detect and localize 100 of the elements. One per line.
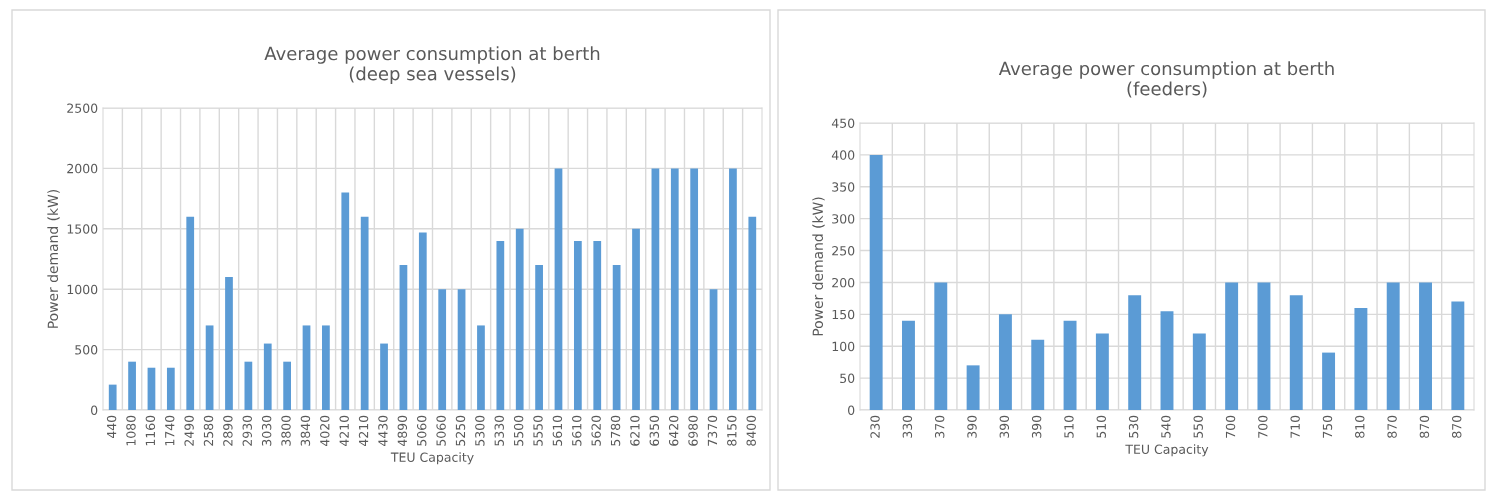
bar xyxy=(457,289,466,410)
bar xyxy=(1322,352,1336,410)
bar xyxy=(869,154,883,410)
bar xyxy=(1031,339,1045,410)
bar xyxy=(186,216,195,410)
bar xyxy=(128,361,136,410)
x-tick-label: 5550 xyxy=(533,415,543,446)
bar xyxy=(573,240,582,410)
bar xyxy=(1128,295,1142,410)
x-tick-label: 7370 xyxy=(707,415,718,446)
x-tick-label: 8400 xyxy=(746,415,756,446)
bar xyxy=(399,265,408,410)
x-tick-label: 5060 xyxy=(416,415,427,446)
x-tick-label: 5780 xyxy=(610,415,621,446)
x-tick-label: 5250 xyxy=(455,415,466,446)
bar xyxy=(166,367,175,410)
bar xyxy=(108,384,117,410)
x-tick-label: 4210 xyxy=(358,415,369,447)
x-tick-label: 710 xyxy=(1290,415,1300,438)
bar xyxy=(1419,282,1432,410)
bar xyxy=(729,168,737,410)
bar xyxy=(515,228,524,410)
y-tick-label: 250 xyxy=(832,246,855,256)
x-tick-label: 390 xyxy=(967,415,977,438)
x-tick-label: 2490 xyxy=(184,415,194,446)
x-tick-label: 2890 xyxy=(223,415,233,446)
bar xyxy=(966,365,980,410)
bar xyxy=(1386,282,1400,410)
bar xyxy=(322,325,330,410)
bar xyxy=(1063,320,1077,410)
x-tick-label: 3030 xyxy=(261,415,272,446)
bar xyxy=(205,325,214,410)
bar xyxy=(283,361,292,410)
y-axis-title: Power demand (kW) xyxy=(47,189,60,328)
bar xyxy=(1160,311,1174,410)
x-tick-label: 2580 xyxy=(203,415,214,446)
bar xyxy=(1192,333,1206,410)
bar xyxy=(244,361,253,410)
x-tick-label: 5620 xyxy=(591,415,601,446)
x-tick-label: 810 xyxy=(1355,415,1365,438)
bar xyxy=(1257,282,1271,410)
bar xyxy=(360,216,369,410)
x-tick-label: 4020 xyxy=(320,415,330,447)
x-tick-label: 370 xyxy=(934,415,945,438)
x-tick-label: 5610 xyxy=(572,415,582,446)
x-tick-label: 700 xyxy=(1225,415,1236,438)
x-tick-label: 4210 xyxy=(339,415,349,447)
x-tick-label: 2930 xyxy=(242,415,252,446)
x-tick-label: 530 xyxy=(1128,415,1139,438)
bar xyxy=(651,168,660,410)
chart-title: Average power consumption at berth (deep sea vessels) xyxy=(264,46,600,84)
x-tick-label: 390 xyxy=(999,415,1010,438)
x-tick-label: 5060 xyxy=(436,415,446,446)
y-tick-label: 100 xyxy=(832,341,855,352)
x-tick-label: 5610 xyxy=(552,415,563,446)
bar xyxy=(748,216,757,410)
x-tick-label: 750 xyxy=(1322,415,1333,438)
bar xyxy=(1451,301,1465,410)
x-tick-label: 6210 xyxy=(630,415,640,446)
bar xyxy=(902,320,915,410)
x-tick-label: 870 xyxy=(1419,415,1430,438)
y-tick-label: 300 xyxy=(832,214,855,224)
x-tick-label: 5300 xyxy=(475,415,485,446)
y-tick-label: 400 xyxy=(831,150,855,160)
bar xyxy=(670,168,679,410)
x-tick-label: 1080 xyxy=(126,415,136,446)
bar xyxy=(341,192,350,410)
y-tick-label: 50 xyxy=(840,373,855,384)
bar xyxy=(302,325,311,410)
bar xyxy=(998,314,1012,410)
x-tick-label: 1740 xyxy=(165,415,175,446)
bar xyxy=(438,289,447,410)
x-tick-label: 1160 xyxy=(145,415,156,446)
y-tick-label: 1000 xyxy=(67,284,98,295)
bar xyxy=(1095,333,1109,410)
x-tick-label: 3840 xyxy=(300,415,311,446)
x-axis-title: TEU Capacity xyxy=(1125,444,1209,457)
y-tick-label: 350 xyxy=(832,182,855,192)
x-tick-label: 550 xyxy=(1193,415,1203,438)
bar xyxy=(593,240,602,410)
y-tick-label: 2000 xyxy=(67,163,98,174)
y-tick-label: 150 xyxy=(832,309,855,320)
bar xyxy=(1289,295,1303,410)
bar xyxy=(709,289,718,410)
bar xyxy=(632,228,640,410)
bar xyxy=(147,367,156,410)
y-tick-label: 0 xyxy=(848,405,855,415)
bar xyxy=(690,168,699,410)
bar xyxy=(554,168,563,410)
bar xyxy=(1225,282,1239,410)
x-tick-label: 870 xyxy=(1452,415,1462,438)
x-tick-label: 6350 xyxy=(649,415,660,446)
x-tick-label: 5500 xyxy=(513,415,524,446)
x-tick-label: 6980 xyxy=(688,415,698,446)
x-tick-label: 6420 xyxy=(668,415,679,446)
x-tick-label: 700 xyxy=(1258,415,1268,438)
bar xyxy=(934,282,948,410)
x-tick-label: 4430 xyxy=(378,415,388,447)
x-tick-label: 870 xyxy=(1387,415,1397,438)
bar xyxy=(612,265,621,410)
